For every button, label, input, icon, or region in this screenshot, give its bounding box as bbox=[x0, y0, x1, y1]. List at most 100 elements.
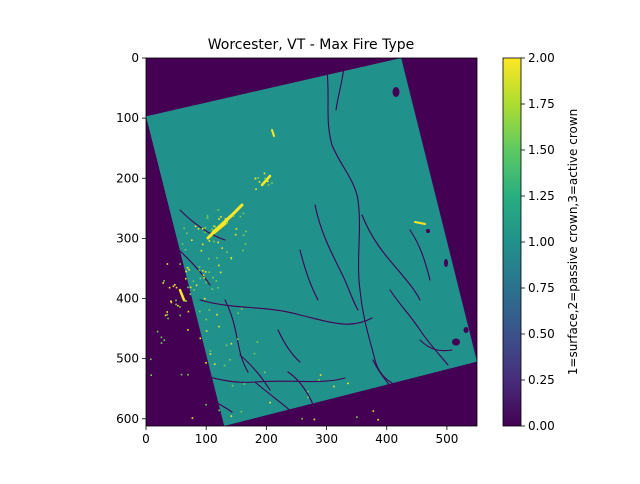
crown-cell bbox=[206, 215, 209, 217]
crown-cell bbox=[170, 301, 173, 304]
crown-cell bbox=[301, 417, 303, 420]
crown-cell bbox=[194, 225, 197, 228]
pond-patch bbox=[392, 87, 400, 97]
crown-cell bbox=[208, 309, 211, 311]
crown-cell bbox=[187, 329, 189, 331]
y-axis: 0 100 200 300 400 500 600 bbox=[116, 51, 146, 426]
crown-cell bbox=[174, 284, 176, 286]
crown-cell bbox=[185, 300, 187, 302]
plot-area bbox=[146, 58, 477, 426]
crown-cell bbox=[160, 336, 163, 339]
crown-cell bbox=[150, 358, 152, 361]
crown-cell bbox=[181, 243, 184, 245]
crown-cell bbox=[224, 218, 227, 220]
crown-cell bbox=[177, 304, 179, 307]
crown-cell bbox=[223, 364, 226, 367]
stream-line bbox=[361, 214, 421, 301]
crown-cell bbox=[199, 337, 202, 340]
colorbar-gradient bbox=[502, 57, 522, 427]
crown-cell bbox=[179, 314, 181, 317]
crown-cell bbox=[267, 184, 270, 186]
crown-cell bbox=[226, 221, 228, 224]
crown-cell bbox=[243, 383, 246, 385]
crown-cell bbox=[206, 217, 209, 219]
crown-cell bbox=[307, 396, 309, 399]
crown-cell bbox=[307, 390, 309, 393]
crown-cell bbox=[187, 286, 189, 289]
y-tick-label: 100 bbox=[116, 111, 139, 125]
crown-cell bbox=[218, 264, 220, 267]
crown-cell bbox=[201, 243, 204, 246]
crown-cell bbox=[204, 271, 207, 273]
colorbar-tick-label: 2.00 bbox=[528, 51, 555, 65]
crown-cell bbox=[164, 314, 167, 317]
crown-cell bbox=[188, 269, 190, 271]
y-tick-label: 500 bbox=[116, 352, 139, 366]
crown-cell bbox=[162, 282, 164, 284]
crown-cell bbox=[204, 231, 206, 234]
stream-line bbox=[335, 59, 346, 111]
crown-cell bbox=[212, 276, 214, 279]
crown-cell bbox=[180, 373, 183, 376]
crown-cell bbox=[189, 293, 192, 295]
crown-cell bbox=[214, 225, 216, 228]
crown-cell bbox=[231, 384, 234, 387]
crown-cell bbox=[167, 317, 169, 320]
colorbar-tick-label: 0.75 bbox=[528, 281, 555, 295]
crown-cell bbox=[205, 330, 208, 332]
crown-cell bbox=[175, 299, 177, 302]
crown-cell bbox=[202, 274, 205, 276]
x-axis: 0 100 200 300 400 500 bbox=[142, 426, 458, 446]
passive-crown-patches bbox=[178, 129, 426, 302]
crown-cell bbox=[258, 181, 261, 183]
crown-cell bbox=[193, 289, 195, 291]
crown-cell bbox=[197, 228, 200, 230]
crown-cell bbox=[208, 240, 211, 242]
colorbar-tick-label: 0.25 bbox=[528, 373, 555, 387]
x-tick-label: 300 bbox=[315, 432, 338, 446]
pond-patch bbox=[463, 327, 469, 333]
crown-cell bbox=[163, 339, 166, 341]
crown-cell bbox=[237, 312, 239, 314]
crown-cell bbox=[207, 257, 210, 260]
crown-cell bbox=[372, 410, 375, 412]
crown-cell bbox=[156, 330, 159, 333]
crown-cell bbox=[203, 276, 205, 279]
crown-cell bbox=[189, 286, 192, 289]
crown-cell bbox=[235, 228, 238, 230]
crown-cell bbox=[163, 280, 165, 282]
stream-line bbox=[419, 339, 453, 352]
stream-network bbox=[159, 59, 453, 416]
crown-cell bbox=[230, 342, 233, 345]
pond-patch bbox=[444, 259, 448, 267]
crown-cell bbox=[220, 216, 222, 218]
crown-cell bbox=[205, 318, 208, 321]
crown-cell bbox=[232, 215, 235, 217]
crown-cell bbox=[184, 300, 186, 302]
crown-cell bbox=[229, 359, 231, 361]
crown-cell bbox=[172, 285, 175, 288]
crown-cell bbox=[255, 188, 257, 190]
crown-cell bbox=[263, 371, 266, 374]
colorbar: 0.00 0.25 0.50 0.75 1.00 1.25 1.50 1.75 2.00 1=s… bbox=[502, 51, 580, 433]
speckle-layer bbox=[150, 172, 379, 421]
crown-cell bbox=[166, 311, 168, 313]
stream-line bbox=[299, 249, 319, 301]
crown-cell bbox=[225, 344, 228, 347]
crown-cell bbox=[198, 269, 201, 272]
crown-cell bbox=[205, 281, 207, 284]
chart-title: Worcester, VT - Max Fire Type bbox=[208, 37, 414, 53]
y-tick-label: 600 bbox=[116, 412, 139, 426]
y-tick-label: 200 bbox=[116, 171, 139, 185]
crown-cell bbox=[203, 297, 206, 300]
crown-cell bbox=[254, 177, 257, 180]
crown-cell bbox=[242, 249, 244, 252]
crown-cell bbox=[244, 243, 247, 245]
passive-crown-band bbox=[178, 288, 186, 302]
pond-patch bbox=[452, 338, 460, 346]
crown-cell bbox=[191, 239, 193, 241]
stream-line bbox=[389, 289, 449, 366]
crown-cell bbox=[183, 227, 185, 230]
crown-cell bbox=[205, 403, 207, 406]
